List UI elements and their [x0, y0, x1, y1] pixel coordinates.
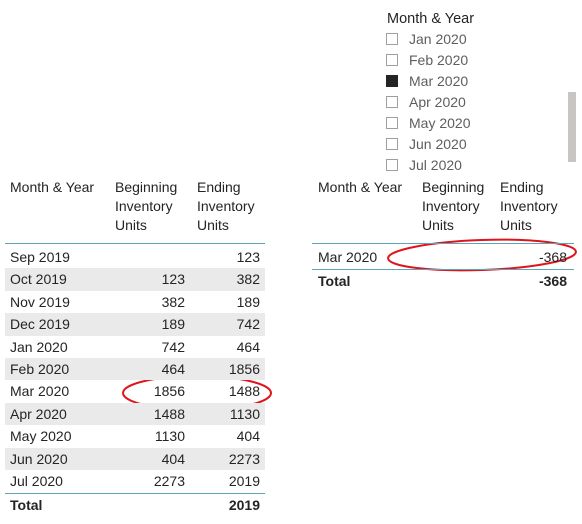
- slicer-item[interactable]: May 2020: [386, 112, 470, 133]
- table-cell: Nov 2019: [10, 293, 70, 310]
- column-header[interactable]: Beginning Inventory Units: [115, 179, 178, 233]
- table-cell: Oct 2019: [10, 271, 67, 288]
- checkbox[interactable]: [386, 138, 398, 150]
- table-cell: 2273: [153, 473, 185, 489]
- table-cell: 382: [236, 271, 260, 288]
- table-cell: 404: [161, 450, 185, 467]
- table-cell: 123: [161, 271, 185, 288]
- slicer-item[interactable]: Mar 2020: [386, 70, 468, 91]
- table-cell: 742: [236, 316, 260, 333]
- slicer-list: Jan 2020 Feb 2020 Mar 2020 Apr 2020 May 2020…: [0, 0, 582, 171]
- slicer-label: Jul 2020: [409, 157, 462, 171]
- checkbox[interactable]: [386, 32, 398, 45]
- table-cell: 1130: [229, 405, 260, 422]
- slicer-item[interactable]: Jul 2020: [386, 155, 462, 171]
- slicer-label: Feb 2020: [409, 51, 469, 68]
- slicer-item[interactable]: Jan 2020: [386, 28, 467, 49]
- table-cell: Sep 2019: [10, 249, 70, 265]
- table-cell: 123: [236, 249, 260, 265]
- total-cell: -368: [538, 273, 567, 290]
- column-header[interactable]: Ending Inventory Units: [500, 179, 558, 233]
- table-cell: Apr 2020: [10, 405, 67, 422]
- table-cell: Feb 2020: [10, 361, 70, 377]
- table-cell: Mar 2020: [10, 383, 70, 400]
- table-cell: 464: [161, 361, 185, 377]
- table-cell: 1856: [228, 361, 260, 377]
- column-header[interactable]: Month & Year: [10, 179, 95, 195]
- scrollbar[interactable]: [568, 92, 576, 162]
- table-cell: Jan 2020: [10, 338, 68, 355]
- column-header[interactable]: Beginning Inventory Units: [422, 179, 485, 233]
- table-cell: 2273: [228, 450, 260, 467]
- table-cell: 404: [236, 428, 260, 445]
- slicer-title: Month & Year: [387, 11, 475, 27]
- total-line: [5, 493, 265, 495]
- table-cell: Jun 2020: [10, 450, 68, 467]
- column-header[interactable]: Ending Inventory Units: [197, 179, 255, 233]
- row-background: [5, 402, 265, 426]
- slicer-label: Mar 2020: [409, 72, 469, 89]
- slicer-item[interactable]: Apr 2020: [386, 91, 466, 112]
- checkbox[interactable]: [386, 74, 398, 87]
- table-cell: 1856: [153, 383, 185, 400]
- column-header[interactable]: Month & Year: [318, 179, 403, 195]
- table-cell: 189: [161, 316, 185, 333]
- total-cell: Total: [318, 273, 351, 290]
- slicer-label: Jun 2020: [409, 136, 467, 152]
- row-background: [5, 313, 265, 336]
- row-background: [5, 447, 265, 470]
- checkbox[interactable]: [386, 159, 398, 171]
- slicer-label: May 2020: [409, 114, 471, 131]
- table-cell: 742: [161, 338, 185, 355]
- table-cell: 464: [236, 338, 260, 355]
- slicer-item[interactable]: Jun 2020: [386, 134, 467, 155]
- table-cell: 2019: [228, 473, 260, 489]
- checkbox[interactable]: [386, 95, 398, 108]
- header-line: [5, 243, 265, 244]
- table-cell: 189: [236, 293, 260, 310]
- slicer-item[interactable]: Feb 2020: [386, 49, 468, 70]
- table-cell: -368: [538, 249, 567, 265]
- table-cell: 1130: [154, 428, 185, 445]
- table-cell: 1488: [228, 383, 260, 400]
- slicer-label: Jan 2020: [409, 30, 467, 47]
- row-background: [5, 358, 265, 381]
- row-background: [5, 268, 265, 291]
- slicer-label: Apr 2020: [409, 93, 466, 110]
- total-cell: Total: [10, 497, 43, 514]
- total-cell: 2019: [228, 497, 260, 514]
- table-cell: Jul 2020: [10, 473, 63, 489]
- header-line: [312, 243, 574, 244]
- table-cell: May 2020: [10, 428, 72, 445]
- checkbox[interactable]: [386, 116, 398, 129]
- table-cell: Mar 2020: [318, 249, 378, 265]
- table-cell: Dec 2019: [10, 316, 70, 333]
- table-cell: 1488: [153, 405, 185, 422]
- checkbox[interactable]: [386, 53, 398, 66]
- total-line: [312, 269, 574, 271]
- table-cell: 382: [161, 293, 185, 310]
